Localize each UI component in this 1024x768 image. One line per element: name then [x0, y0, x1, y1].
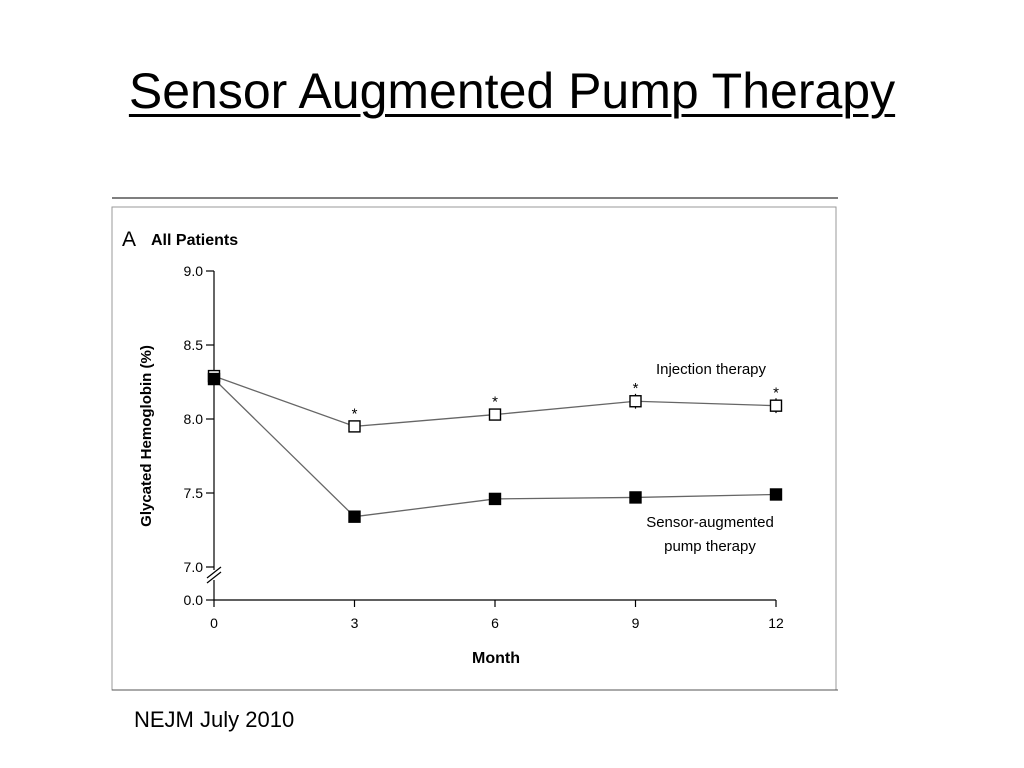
y-tick-label-1: 8.5 [184, 337, 204, 353]
significance-marker-0-2: * [492, 394, 498, 411]
data-point-0-3 [629, 395, 642, 408]
y-tick-label-3: 7.5 [184, 485, 204, 501]
series-layer: * * * * [207, 369, 783, 523]
axis-break-mark-2 [206, 571, 222, 584]
data-point-1-0 [207, 372, 221, 386]
y-ticks: 9.0 8.5 8.0 7.5 7.0 [184, 263, 214, 575]
series-label-sensor-line-2: pump therapy [664, 538, 756, 555]
x-axis-label: Month [472, 650, 520, 667]
data-point-0-2 [488, 408, 502, 421]
x-tick-label-2: 6 [491, 615, 499, 631]
data-point-1-2 [488, 492, 502, 506]
significance-marker-0-1: * [352, 405, 358, 422]
data-point-1-1 [348, 510, 361, 523]
x-tick-label-4: 12 [768, 615, 784, 631]
data-point-0-1 [348, 420, 361, 433]
data-point-0-4 [769, 399, 783, 412]
y-break-label: 0.0 [184, 592, 204, 608]
x-tick-label-3: 9 [632, 615, 640, 631]
data-point-1-4 [769, 488, 783, 501]
significance-marker-0-4: * [773, 385, 779, 402]
x-tick-label-1: 3 [351, 615, 359, 631]
data-point-1-3 [629, 491, 642, 504]
source-label: NEJM July 2010 [134, 707, 295, 732]
series-label-sensor-line-1: Sensor-augmented [646, 514, 774, 531]
axis-break-mark-1 [206, 566, 222, 579]
slide-title: Sensor Augmented Pump Therapy [128, 63, 896, 119]
significance-marker-0-3: * [633, 380, 639, 397]
series-label-injection: Injection therapy [656, 361, 767, 378]
y-axis-label: Glycated Hemoglobin (%) [138, 345, 155, 527]
y-tick-label-2: 8.0 [184, 411, 204, 427]
y-axis: 0.0 [184, 271, 222, 608]
panel-title: All Patients [151, 232, 238, 249]
panel-letter: A [122, 228, 136, 251]
x-tick-label-0: 0 [210, 615, 218, 631]
figure-frame [111, 206, 837, 691]
x-ticks: 0 3 6 9 12 [210, 600, 784, 631]
y-tick-label-4: 7.0 [184, 559, 204, 575]
y-tick-label-0: 9.0 [184, 263, 204, 279]
